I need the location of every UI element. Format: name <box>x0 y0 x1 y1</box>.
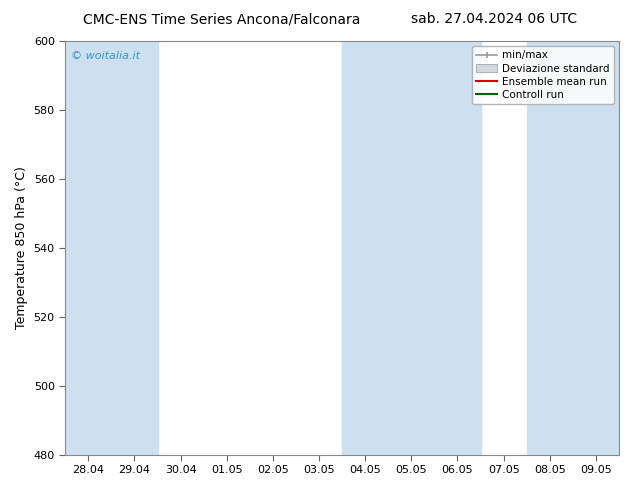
Bar <box>342 41 388 455</box>
Text: sab. 27.04.2024 06 UTC: sab. 27.04.2024 06 UTC <box>411 12 578 26</box>
Bar <box>434 41 481 455</box>
Bar <box>388 41 434 455</box>
Bar <box>65 41 112 455</box>
Bar <box>112 41 157 455</box>
Bar <box>527 41 573 455</box>
Text: © woitalia.it: © woitalia.it <box>71 51 139 61</box>
Legend: min/max, Deviazione standard, Ensemble mean run, Controll run: min/max, Deviazione standard, Ensemble m… <box>472 46 614 104</box>
Bar <box>573 41 619 455</box>
Y-axis label: Temperature 850 hPa (°C): Temperature 850 hPa (°C) <box>15 167 28 329</box>
Text: CMC-ENS Time Series Ancona/Falconara: CMC-ENS Time Series Ancona/Falconara <box>83 12 361 26</box>
